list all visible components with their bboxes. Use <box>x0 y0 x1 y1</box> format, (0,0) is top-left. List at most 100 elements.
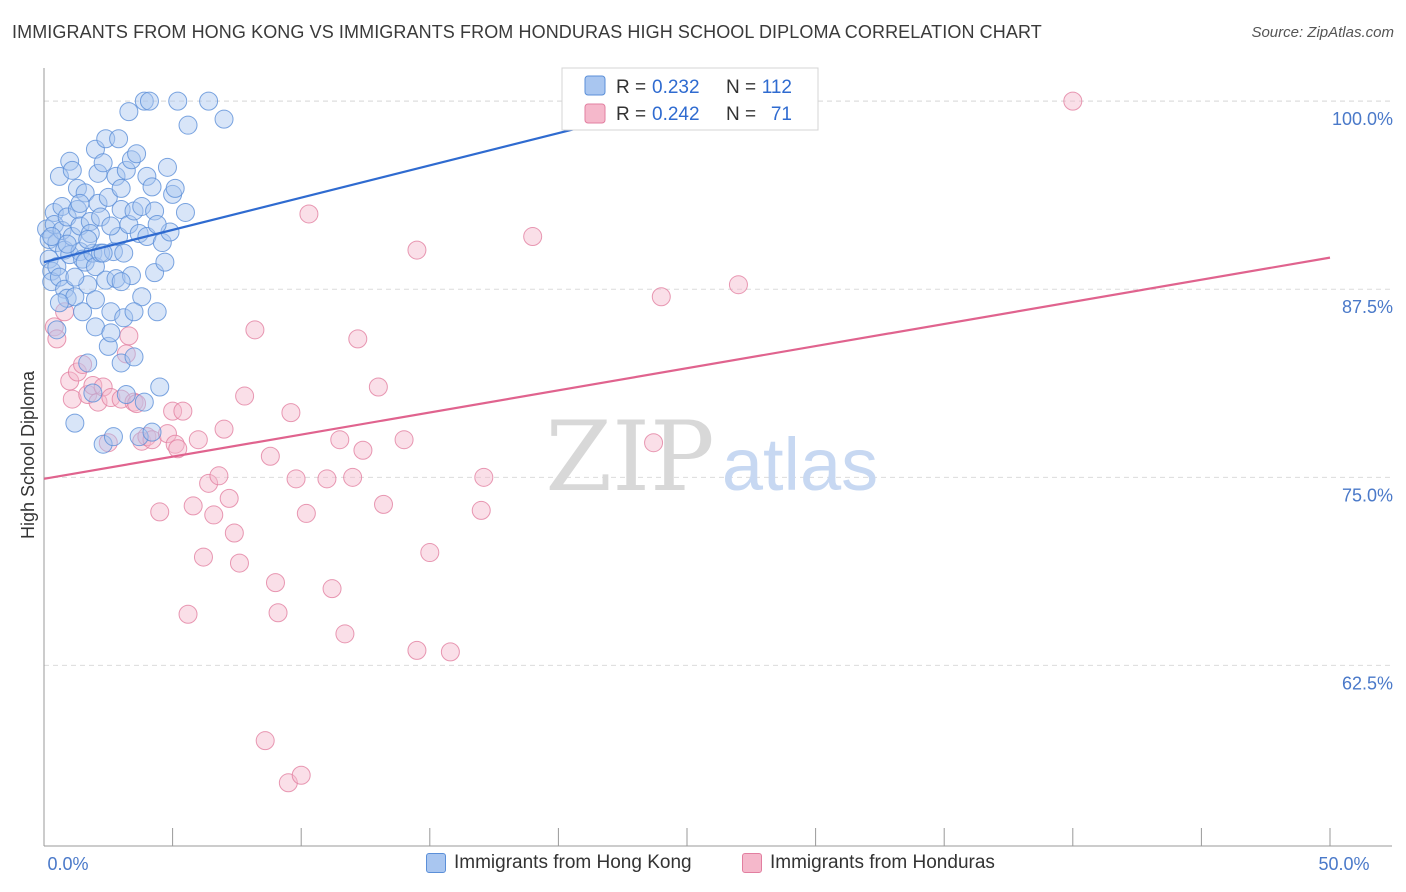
hong-kong-point <box>85 290 105 310</box>
honduras-point <box>44 317 64 337</box>
hong-kong-point <box>78 230 98 250</box>
source-label: Source: ZipAtlas.com <box>1251 24 1394 41</box>
honduras-point <box>260 446 280 466</box>
legend-swatch-pink <box>742 853 762 873</box>
hong-kong-point <box>142 177 162 197</box>
legend-n-value: 71 <box>771 104 792 125</box>
honduras-point <box>471 500 491 520</box>
hong-kong-point <box>214 109 234 129</box>
axes <box>43 68 1392 847</box>
hong-kong-point <box>73 302 93 322</box>
hong-kong-point <box>101 216 121 236</box>
hong-kong-point <box>116 160 136 180</box>
hong-kong-point <box>49 166 69 186</box>
hong-kong-point <box>101 302 121 322</box>
legend-swatch-blue <box>584 75 606 96</box>
hong-kong-point <box>121 266 141 286</box>
watermark-atlas: atlas <box>722 423 878 506</box>
honduras-point <box>168 439 188 459</box>
legend-item-honduras: Immigrants from Honduras <box>742 852 995 874</box>
hong-kong-point <box>57 207 77 227</box>
honduras-point <box>214 419 234 439</box>
y-tick-labels: 100.0% 87.5% 75.0% 62.5% <box>1332 109 1393 693</box>
honduras-point <box>335 624 355 644</box>
legend-r-label: R = <box>616 104 646 125</box>
honduras-point <box>348 329 368 349</box>
honduras-point <box>440 642 460 662</box>
y-tick-label: 75.0% <box>1342 485 1393 505</box>
honduras-point <box>224 523 244 543</box>
watermark-zip: ZIP <box>545 401 714 513</box>
hong-kong-point <box>98 187 118 207</box>
honduras-point <box>420 543 440 563</box>
honduras-point <box>299 204 319 224</box>
honduras-trend-line <box>43 256 1331 480</box>
honduras-point <box>101 388 121 408</box>
y-tick-label: 62.5% <box>1342 673 1393 693</box>
honduras-point <box>368 377 388 397</box>
hong-kong-point <box>178 115 198 135</box>
honduras-point <box>209 466 229 486</box>
hong-kong-point <box>147 302 167 322</box>
hong-kong-point <box>62 160 82 180</box>
hong-kong-point <box>137 166 157 186</box>
hong-kong-point <box>75 183 95 203</box>
hong-kong-point <box>127 144 147 164</box>
hong-kong-point <box>57 234 77 254</box>
honduras-point <box>322 579 342 599</box>
honduras-point <box>353 440 373 460</box>
hong-kong-point <box>114 243 134 263</box>
honduras-point <box>291 765 311 785</box>
gridlines <box>44 100 1392 666</box>
hong-kong-point <box>145 263 165 283</box>
honduras-point <box>343 467 363 487</box>
honduras-point <box>188 430 208 450</box>
honduras-point <box>173 401 193 421</box>
honduras-point <box>193 547 213 567</box>
honduras-point <box>407 240 427 260</box>
hong-kong-point <box>142 422 162 442</box>
hong-kong-point <box>103 427 123 447</box>
hong-kong-point <box>65 267 85 287</box>
honduras-point <box>183 496 203 516</box>
hong-kong-point <box>49 293 69 313</box>
hong-kong-point <box>124 347 144 367</box>
legend-n-label: N = <box>726 77 756 98</box>
honduras-point <box>330 430 350 450</box>
honduras-point <box>407 640 427 660</box>
hong-kong-point <box>93 153 113 173</box>
hong-kong-point <box>124 302 144 322</box>
series-legend: Immigrants from Hong Kong Immigrants fro… <box>0 852 1406 878</box>
honduras-point <box>204 505 224 525</box>
hong-kong-point <box>83 383 103 403</box>
hong-kong-point <box>150 377 170 397</box>
legend-item-hong-kong: Immigrants from Hong Kong <box>426 852 692 874</box>
legend-r-value: 0.242 <box>652 104 700 125</box>
honduras-point <box>268 603 288 623</box>
honduras-point <box>62 389 82 409</box>
honduras-point <box>296 503 316 523</box>
honduras-point <box>229 553 249 573</box>
legend-n-value: 112 <box>762 77 792 98</box>
legend-swatch-pink <box>584 103 606 124</box>
hong-kong-point <box>134 392 154 412</box>
hong-kong-point <box>132 196 152 216</box>
honduras-points <box>44 91 1083 793</box>
hong-kong-point <box>175 202 195 222</box>
honduras-point <box>219 488 239 508</box>
hong-kong-point <box>134 91 154 111</box>
hong-kong-point <box>132 287 152 307</box>
hong-kong-point <box>78 353 98 373</box>
legend-swatch-blue <box>426 853 446 873</box>
hong-kong-point <box>165 178 185 198</box>
honduras-point <box>150 502 170 522</box>
hong-kong-point <box>111 272 131 292</box>
legend-label: Immigrants from Honduras <box>770 852 995 873</box>
hong-kong-point <box>109 129 129 149</box>
hong-kong-point <box>147 215 167 235</box>
hong-kong-point <box>106 269 126 289</box>
honduras-point <box>163 401 183 421</box>
hong-kong-points <box>37 91 774 454</box>
hong-kong-point <box>70 193 90 213</box>
hong-kong-point <box>111 353 131 373</box>
